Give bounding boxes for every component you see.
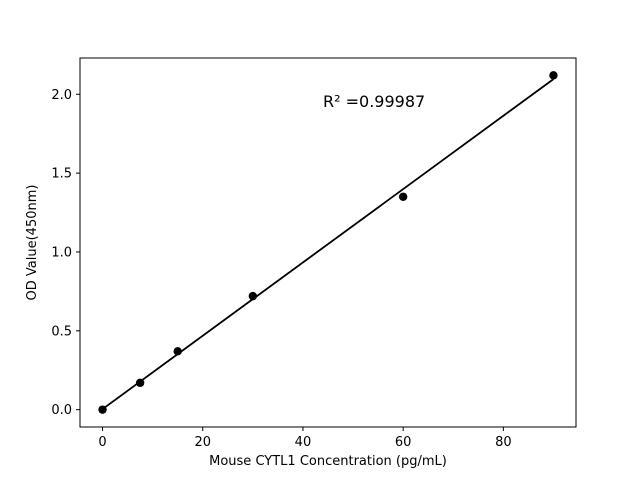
data-point <box>549 71 558 80</box>
x-tick-label: 20 <box>194 435 211 450</box>
axes-box <box>79 57 577 428</box>
r-squared-annotation: R² =0.99987 <box>323 92 425 111</box>
y-tick-label: 1.0 <box>51 245 72 260</box>
y-axis-label: OD Value(450nm) <box>25 185 40 301</box>
y-tick-label: 0.5 <box>51 324 72 339</box>
data-point <box>98 405 107 414</box>
data-point <box>135 378 145 388</box>
x-tick-label: 60 <box>395 435 412 450</box>
data-point <box>173 347 182 356</box>
x-axis-label: Mouse CYTL1 Concentration (pg/mL) <box>209 454 447 469</box>
y-tick-label: 1.5 <box>51 167 72 182</box>
data-point <box>398 192 408 201</box>
x-tick-label: 40 <box>295 435 312 450</box>
y-tick-label: 2.0 <box>51 88 72 103</box>
y-tick-label: 0.0 <box>51 403 72 418</box>
x-tick-label: 80 <box>495 435 512 450</box>
x-tick-label: 0 <box>98 435 106 450</box>
data-point <box>248 291 258 301</box>
